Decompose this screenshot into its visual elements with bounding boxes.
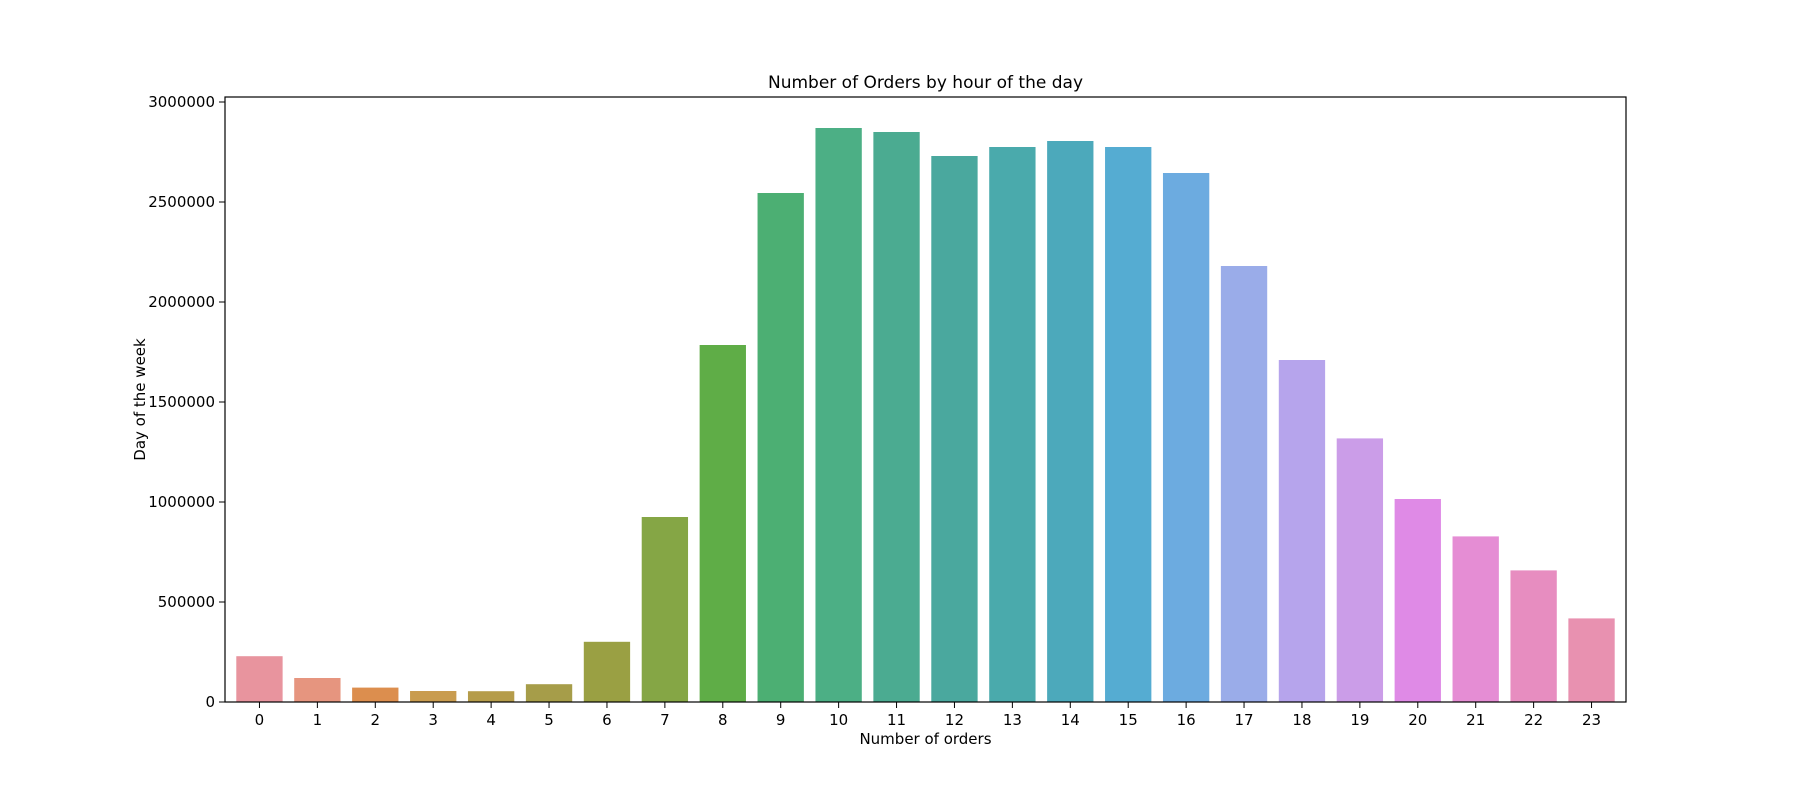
- x-tick-label: 10: [829, 711, 848, 729]
- x-tick-label: 4: [486, 711, 496, 729]
- bar-hour-20: [1394, 499, 1441, 702]
- x-axis-ticks: 0 1 2 3 4 5 6 7 8 9 10 11 12 13 14 15 16 17 18 19 20 21 22 23: [255, 702, 1601, 729]
- y-tick-label: 1000000: [148, 493, 215, 511]
- bar-hour-6: [583, 641, 631, 702]
- bar-hour-11: [873, 132, 920, 702]
- bar-hour-17: [1220, 266, 1268, 702]
- bar-hour-12: [931, 156, 978, 702]
- bar-hour-19: [1336, 438, 1384, 702]
- x-tick-label: 22: [1524, 711, 1543, 729]
- bar-hour-15: [1105, 147, 1152, 702]
- bar-hour-23: [1568, 618, 1615, 702]
- bar-hour-16: [1162, 173, 1210, 702]
- x-tick-label: 9: [776, 711, 786, 729]
- bar-hour-14: [1047, 141, 1094, 702]
- x-tick-label: 1: [313, 711, 323, 729]
- y-axis-ticks: 0 500000 1000000 1500000 2000000 2500000 30000…: [148, 93, 225, 711]
- x-tick-label: 14: [1061, 711, 1080, 729]
- y-tick-label: 1500000: [148, 393, 215, 411]
- bar-hour-10: [815, 128, 862, 702]
- x-tick-label: 8: [718, 711, 728, 729]
- x-tick-label: 0: [255, 711, 265, 729]
- bar-hour-0: [236, 656, 283, 702]
- plot-frame: [224, 96, 1627, 703]
- chart-title: Number of Orders by hour of the day: [768, 73, 1083, 93]
- x-tick-label: 5: [544, 711, 554, 729]
- x-tick-label: 11: [887, 711, 906, 729]
- y-tick-label: 500000: [158, 593, 215, 611]
- bar-hour-21: [1452, 536, 1499, 702]
- bar-hour-4: [467, 691, 515, 702]
- y-tick-label: 3000000: [148, 93, 215, 111]
- bar-hour-7: [641, 517, 689, 702]
- y-tick-label: 0: [205, 693, 215, 711]
- x-tick-label: 19: [1350, 711, 1369, 729]
- bar-hour-22: [1510, 570, 1557, 702]
- y-axis-label: Day of the week: [131, 338, 149, 461]
- x-tick-label: 3: [428, 711, 438, 729]
- bar-hour-1: [294, 678, 341, 702]
- bar-hour-5: [525, 684, 573, 702]
- bar-hour-2: [352, 687, 399, 702]
- y-tick-label: 2000000: [148, 293, 215, 311]
- x-tick-label: 6: [602, 711, 612, 729]
- x-tick-label: 18: [1292, 711, 1311, 729]
- bar-hour-3: [410, 691, 457, 702]
- bar-hour-9: [757, 193, 804, 702]
- x-tick-label: 7: [660, 711, 670, 729]
- x-tick-label: 23: [1582, 711, 1601, 729]
- bar-hour-8: [699, 345, 746, 702]
- x-tick-label: 16: [1177, 711, 1196, 729]
- y-tick-label: 2500000: [148, 193, 215, 211]
- x-tick-label: 20: [1408, 711, 1427, 729]
- x-tick-label: 12: [945, 711, 964, 729]
- x-tick-label: 2: [371, 711, 381, 729]
- x-tick-label: 17: [1234, 711, 1253, 729]
- x-axis-label: Number of orders: [859, 730, 991, 748]
- x-tick-label: 13: [1003, 711, 1022, 729]
- bar-hour-13: [989, 147, 1036, 702]
- x-tick-label: 15: [1119, 711, 1138, 729]
- bar-hour-18: [1278, 360, 1326, 702]
- bars-group: [236, 128, 1615, 702]
- x-tick-label: 21: [1466, 711, 1485, 729]
